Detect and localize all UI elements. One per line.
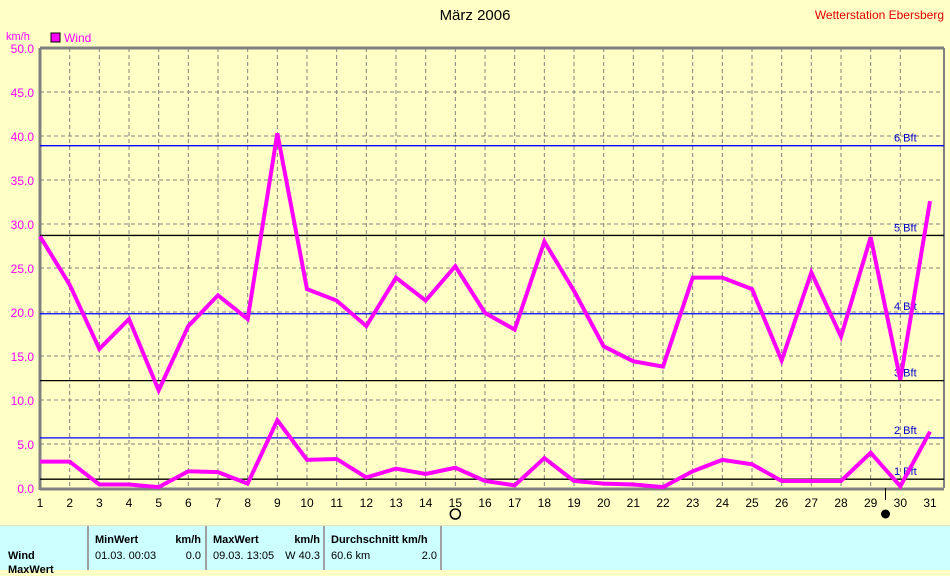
max-header: MaxWert [213, 534, 259, 546]
y-tick-label: 30.0 [11, 218, 35, 232]
row-label-maxwert: MaxWert [8, 564, 54, 576]
wind-chart: 0.0 5.0 10.0 15.0 20.0 25.0 30.0 35.0 40.0 45.0 50… [0, 0, 950, 525]
x-tick-label: 27 [805, 496, 819, 510]
x-tick-label: 12 [360, 496, 374, 510]
y-tick-label: 20.0 [11, 306, 35, 320]
y-tick-label: 40.0 [11, 130, 35, 144]
x-tick-label: 18 [538, 496, 552, 510]
max-date: 09.03. 13:05 [213, 550, 274, 562]
avg-header: Durchschnitt km/h [331, 534, 428, 546]
x-tick-label: 1 [37, 496, 44, 510]
x-tick-label: 25 [745, 496, 759, 510]
x-tick-label: 22 [656, 496, 670, 510]
y-axis-label: km/h [6, 31, 30, 43]
x-tick-label: 21 [627, 496, 641, 510]
x-tick-label: 4 [126, 496, 133, 510]
y-tick-label: 0.0 [17, 482, 34, 496]
min-header: MinWert [95, 534, 138, 546]
x-tick-label: 26 [775, 496, 789, 510]
avg-distance: 60.6 km [331, 550, 370, 562]
y-tick-label: 5.0 [17, 438, 34, 452]
x-tick-label: 29 [864, 496, 878, 510]
max-value: W 40.3 [285, 550, 320, 562]
x-tick-label: 15 [449, 496, 463, 510]
x-tick-label: 20 [597, 496, 611, 510]
x-tick-label: 7 [215, 496, 222, 510]
y-tick-label: 25.0 [11, 262, 35, 276]
y-tick-label: 45.0 [11, 86, 35, 100]
min-value: 0.0 [186, 550, 201, 562]
x-tick-label: 30 [894, 496, 908, 510]
beaufort-label: 2 Bft [894, 425, 917, 437]
x-tick-label: 11 [330, 496, 343, 510]
legend-label: Wind [64, 31, 91, 45]
x-tick-label: 8 [244, 496, 251, 510]
x-tick-label: 5 [155, 496, 162, 510]
x-tick-label: 28 [834, 496, 848, 510]
y-tick-label: 15.0 [11, 350, 35, 364]
x-tick-label: 16 [478, 496, 492, 510]
x-tick-label: 9 [274, 496, 281, 510]
beaufort-label: 6 Bft [894, 133, 917, 145]
min-date: 01.03. 00:03 [95, 550, 156, 562]
x-tick-label: 3 [96, 496, 103, 510]
avg-value: 2.0 [422, 550, 437, 562]
row-label-wind: Wind [8, 550, 35, 562]
x-tick-label: 19 [567, 496, 581, 510]
x-tick-label: 10 [300, 496, 314, 510]
x-tick-label: 31 [923, 496, 937, 510]
x-tick-label: 2 [66, 496, 73, 510]
stats-panel: Wind MaxWert MinWert km/h 01.03. 00:03 0… [0, 525, 950, 570]
x-tick-label: 13 [389, 496, 403, 510]
full-moon-icon [450, 509, 460, 519]
max-unit: km/h [294, 534, 320, 546]
y-tick-label: 35.0 [11, 174, 35, 188]
min-unit: km/h [175, 534, 201, 546]
beaufort-label: 5 Bft [894, 222, 917, 234]
x-tick-label: 6 [185, 496, 192, 510]
y-tick-label: 10.0 [11, 394, 35, 408]
legend-swatch [51, 33, 60, 42]
x-tick-label: 17 [508, 496, 522, 510]
y-tick-label: 50.0 [11, 42, 35, 56]
new-moon-icon [881, 510, 890, 519]
x-tick-label: 24 [716, 496, 730, 510]
x-tick-label: 14 [419, 496, 433, 510]
x-tick-label: 23 [686, 496, 700, 510]
